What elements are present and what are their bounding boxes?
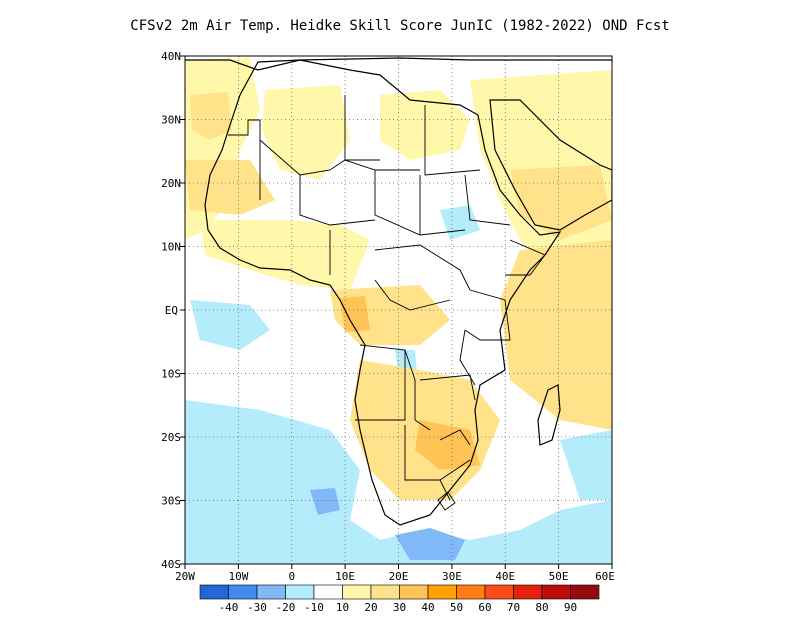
- colorbar-label: 70: [507, 601, 520, 614]
- shade-south-atlantic-blue-2: [230, 425, 330, 505]
- lat-labels: 40N 30N 20N 10N EQ 10S 20S 30S 40S: [161, 50, 181, 571]
- lat-label: 40N: [161, 50, 181, 63]
- colorbar-label: 30: [393, 601, 406, 614]
- shade-congo-orange: [340, 296, 370, 332]
- lon-label: 20E: [389, 570, 409, 583]
- country-borders: [228, 95, 546, 511]
- colorbar-label: -20: [276, 601, 296, 614]
- colorbar-label: 20: [364, 601, 377, 614]
- shade-gulf-of-guinea: [200, 220, 370, 290]
- skill-shading: [185, 56, 612, 564]
- colorbar-swatch: [427, 584, 457, 600]
- colorbar-swatch: [484, 584, 514, 600]
- lon-label: 60E: [595, 570, 615, 583]
- colorbar-swatch: [399, 584, 429, 600]
- madagascar-coastline: [537, 384, 561, 446]
- lat-label: 10S: [161, 368, 181, 381]
- shade-nw-africa-orange: [190, 92, 232, 140]
- colorbar-swatch: [313, 584, 343, 600]
- lon-label: 10E: [335, 570, 355, 583]
- shade-sahara-west: [262, 85, 350, 180]
- lon-label: 10W: [228, 570, 248, 583]
- lon-label: 40E: [495, 570, 515, 583]
- lat-label: 30S: [161, 495, 181, 508]
- arabia-coastline: [489, 99, 612, 231]
- colorbar-label: -40: [219, 601, 239, 614]
- colorbar-label: -10: [304, 601, 324, 614]
- colorbar-swatch: [285, 584, 315, 600]
- coastlines: [185, 57, 612, 526]
- lat-label: 20S: [161, 431, 181, 444]
- colorbar-swatch: [256, 584, 286, 600]
- colorbar-swatch: [570, 584, 600, 600]
- lat-label: 40S: [161, 558, 181, 571]
- colorbar-label: 80: [535, 601, 548, 614]
- axis-ticks: [180, 55, 613, 569]
- colorbar-label: 50: [450, 601, 463, 614]
- shade-south-blue-dark: [395, 528, 465, 560]
- colorbar-swatch: [370, 584, 400, 600]
- colorbar-swatch: [456, 584, 486, 600]
- europe-coastline: [185, 57, 612, 71]
- colorbar: -40 -30 -20 -10 10 20 30 40 50 60 70 80 90: [199, 584, 600, 614]
- lon-label: 30E: [442, 570, 462, 583]
- chart-title: CFSv2 2m Air Temp. Heidke Skill Score Ju…: [130, 18, 670, 34]
- colorbar-swatch: [342, 584, 372, 600]
- colorbar-label: 60: [478, 601, 491, 614]
- lat-label: EQ: [165, 304, 178, 317]
- lon-label: 50E: [549, 570, 569, 583]
- lat-label: 20N: [161, 177, 181, 190]
- africa-coastline: [204, 59, 562, 526]
- colorbar-swatch: [228, 584, 258, 600]
- shade-arabia-orange: [510, 165, 612, 240]
- shade-atlantic-blue-3: [190, 300, 270, 350]
- colorbar-label: 90: [564, 601, 577, 614]
- lat-label: 30N: [161, 114, 181, 127]
- shade-southern-africa-orange: [415, 420, 480, 470]
- colorbar-swatch: [199, 584, 229, 600]
- shade-east-blue: [560, 430, 612, 500]
- shade-indian-ocean-yellow: [500, 240, 612, 430]
- colorbar-swatch: [513, 584, 543, 600]
- lon-labels: 20W 10W 0 10E 20E 30E 40E 50E 60E: [175, 570, 615, 583]
- colorbar-label: 40: [421, 601, 434, 614]
- colorbar-label: 10: [336, 601, 349, 614]
- lat-label: 10N: [161, 241, 181, 254]
- colorbar-label: -30: [247, 601, 267, 614]
- lon-label: 0: [288, 570, 295, 583]
- shade-mid-blue-dark: [310, 488, 340, 515]
- lon-label: 20W: [175, 570, 195, 583]
- colorbar-swatch: [541, 584, 571, 600]
- shade-west-sahel: [185, 160, 275, 215]
